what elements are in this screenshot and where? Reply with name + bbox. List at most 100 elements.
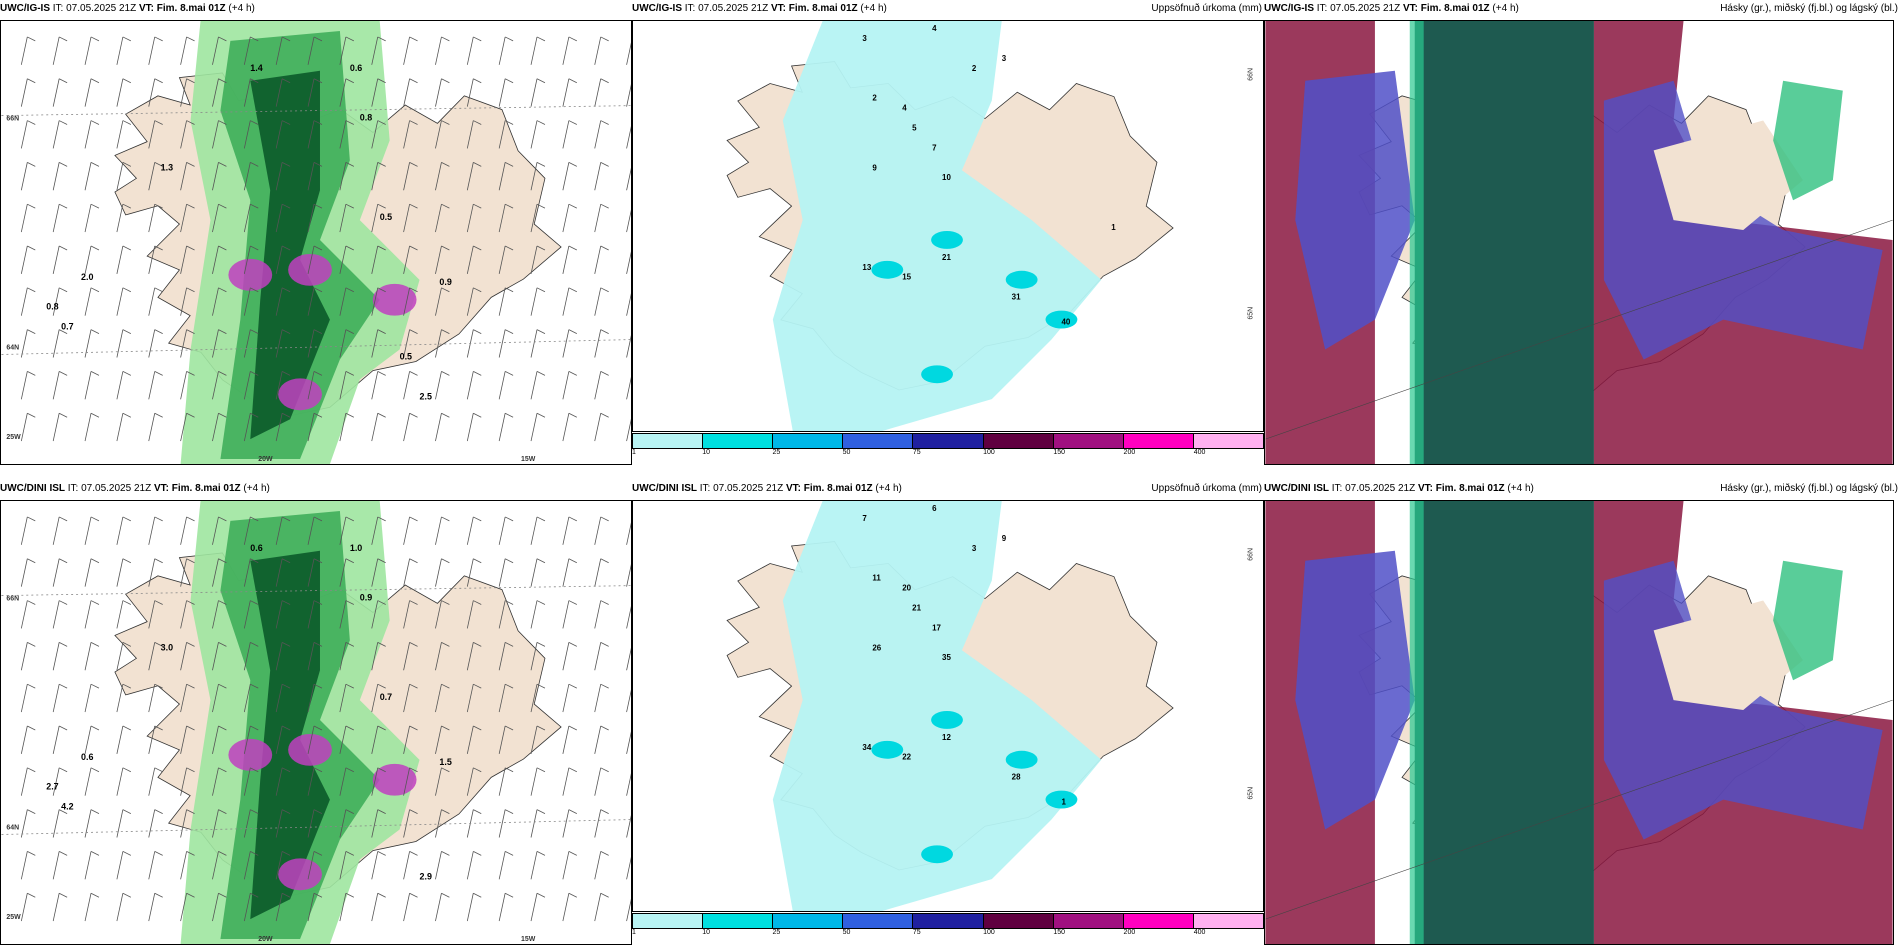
wind-barb-flag — [568, 558, 578, 564]
colorbar-tick-label: 150 — [1053, 449, 1066, 456]
wind-barb-flag — [281, 245, 291, 251]
wind-barb-flag — [281, 809, 291, 814]
wind-barb-flag — [281, 329, 291, 334]
wind-barb-flag — [441, 809, 450, 814]
axis-label: 25W — [6, 434, 21, 441]
wind-barb — [339, 120, 347, 149]
precip-value-label: 1.3 — [161, 162, 173, 172]
wind-barb-flag — [409, 412, 418, 418]
wind-barb — [562, 725, 570, 754]
wind-barb-flag — [90, 78, 100, 84]
wind-barb — [339, 558, 347, 587]
wind-barb — [180, 809, 187, 838]
wind-barb-flag — [600, 600, 609, 605]
wind-barb — [180, 600, 187, 629]
colorbar-tick-label: 50 — [842, 449, 851, 456]
wind-barb — [180, 120, 187, 149]
wind-barb-flag — [409, 245, 418, 251]
cloud-band-edge — [1409, 21, 1424, 464]
wind-barb — [116, 36, 124, 65]
wind-barb-flag — [409, 851, 418, 856]
wind-barb — [148, 516, 156, 545]
wind-barb — [212, 413, 219, 442]
wind-barb — [498, 245, 506, 274]
precip-value-label: 2 — [972, 64, 977, 73]
wind-barb — [498, 162, 506, 191]
wind-barb — [498, 36, 506, 65]
wind-barb — [212, 558, 219, 587]
wind-barb — [339, 413, 347, 442]
precip-colorbar: 1 10 25 50 75 100 150 200 400 — [632, 913, 1264, 936]
wind-barb — [339, 851, 347, 880]
wind-barb-flag — [377, 767, 386, 773]
wind-barb-flag — [441, 36, 450, 42]
wind-barb — [148, 371, 156, 400]
precip-value-label: 1.4 — [250, 63, 262, 73]
wind-barb-flag — [90, 516, 100, 522]
precip-value-label: 0.6 — [81, 752, 93, 762]
wind-barb — [371, 204, 379, 233]
colorbar-swatch — [983, 914, 1054, 928]
wind-barb-flag — [27, 725, 36, 731]
wind-barb — [148, 767, 156, 796]
wind-barb — [307, 893, 315, 922]
precip-value-label: 2.0 — [81, 272, 93, 282]
wind-barb-flag — [568, 245, 578, 251]
wind-barb — [339, 204, 347, 233]
wind-barb-flag — [568, 516, 578, 522]
wind-barb — [243, 329, 251, 358]
wind-barb — [148, 809, 156, 838]
wind-barb-flag — [409, 892, 418, 898]
wind-barb-flag — [58, 120, 68, 125]
wind-barb-flag — [27, 36, 36, 42]
precip-area — [772, 21, 1102, 431]
wind-barb-flag — [313, 892, 323, 898]
wind-barb — [371, 642, 379, 671]
wind-barb — [530, 851, 538, 880]
wind-barb-flag — [473, 892, 482, 898]
wind-barb — [626, 564, 631, 587]
wind-barb — [148, 725, 156, 754]
wind-barb-flag — [473, 767, 482, 773]
wind-barb — [212, 642, 219, 671]
wind-barb — [339, 516, 347, 545]
heavy-precip-cell — [278, 378, 322, 411]
wind-barb-flag — [600, 245, 609, 251]
wind-barb-flag — [27, 642, 36, 647]
wind-barb-flag — [250, 516, 259, 522]
wind-barb-flag — [313, 600, 323, 605]
wind-barb — [530, 204, 538, 233]
wind-barb-flag — [90, 558, 100, 564]
wind-barb — [594, 78, 602, 107]
wind-barb — [52, 893, 60, 922]
wind-barb — [530, 287, 538, 316]
wind-barb — [116, 851, 124, 880]
wind-barb-flag — [600, 287, 609, 293]
wind-barb — [148, 558, 156, 587]
wind-barb — [212, 204, 219, 233]
wind-barb-flag — [90, 412, 100, 418]
precip-value-label: 4 — [902, 104, 907, 113]
wind-barb — [466, 120, 474, 149]
wind-barb-flag — [473, 120, 482, 125]
wind-barb-flag — [27, 371, 36, 376]
wind-barb-flag — [504, 767, 514, 773]
wind-barb-flag — [186, 809, 195, 814]
wind-barb — [562, 851, 570, 880]
wind-barb-flag — [218, 36, 227, 42]
mid-cloud-area — [1295, 550, 1415, 830]
wind-barb — [371, 36, 379, 65]
wind-barb-flag — [154, 329, 163, 334]
wind-barb-flag — [122, 412, 132, 418]
wind-barb-flag — [281, 371, 291, 376]
wind-barb — [116, 893, 124, 922]
wind-barb-flag — [600, 725, 609, 731]
wind-barb-flag — [90, 329, 100, 334]
wind-barb — [212, 78, 219, 107]
wind-barb-flag — [281, 600, 291, 605]
wind-barb-flag — [600, 36, 609, 42]
colorbar-swatch — [843, 434, 914, 448]
wind-barb-flag — [186, 642, 195, 647]
wind-barb-flag — [568, 725, 578, 731]
wind-barb — [307, 767, 315, 796]
